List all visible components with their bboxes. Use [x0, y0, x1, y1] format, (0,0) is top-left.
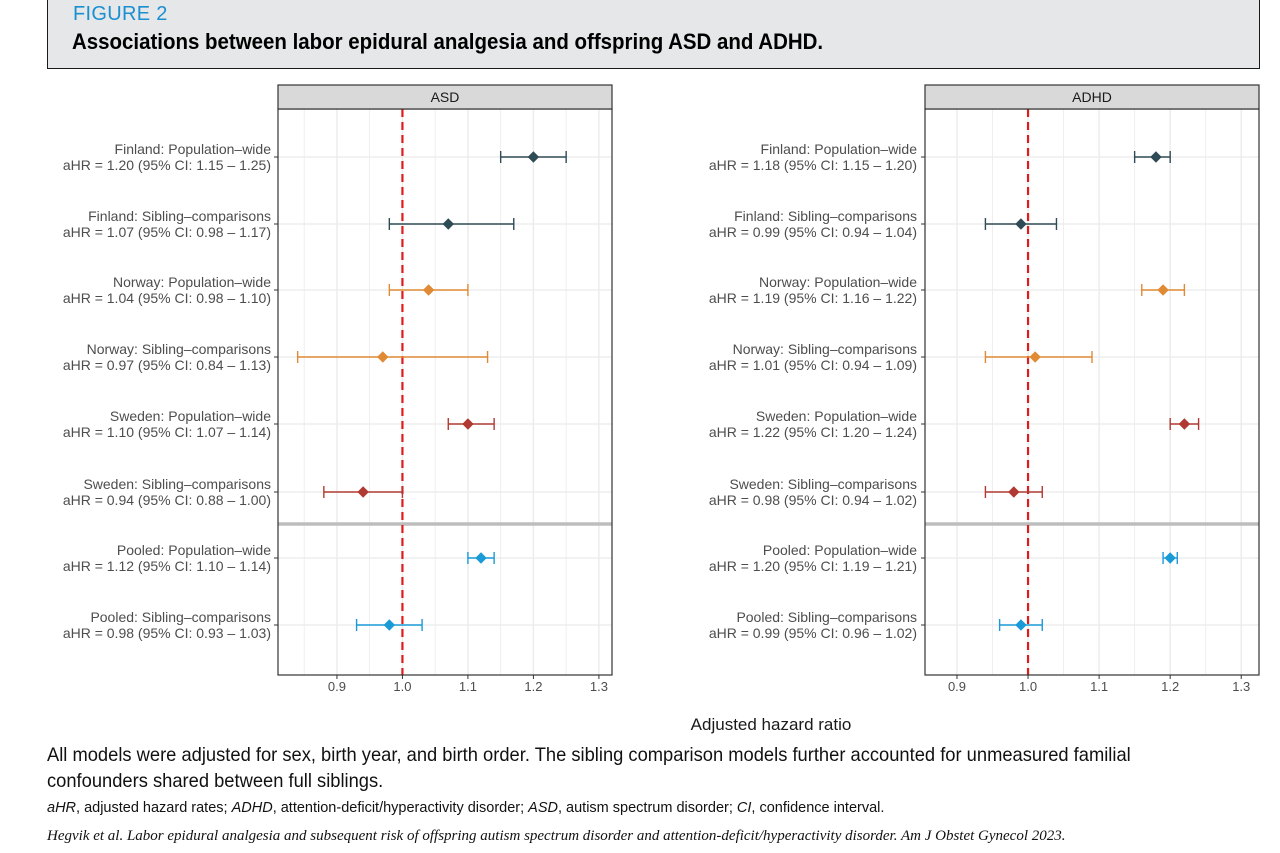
- point-estimate: [377, 351, 389, 363]
- row-stat: aHR = 1.18 (95% CI: 1.15 – 1.20): [709, 157, 917, 173]
- row-label: Sweden: Sibling–comparisons: [729, 476, 917, 492]
- point-estimate: [527, 151, 540, 163]
- x-tick-label: 1.1: [459, 679, 477, 694]
- point-estimate: [1164, 552, 1176, 564]
- row-label: Pooled: Sibling–comparisons: [736, 609, 917, 625]
- abbreviation-term: ADHD: [231, 800, 273, 816]
- panel-title: ADHD: [1072, 89, 1112, 105]
- point-estimate: [357, 486, 369, 498]
- row-label: Sweden: Sibling–comparisons: [83, 476, 271, 492]
- row-label: Finland: Sibling–comparisons: [88, 208, 271, 224]
- point-estimate: [475, 552, 487, 564]
- x-tick-label: 1.2: [524, 679, 542, 694]
- figure-label: FIGURE 2: [73, 3, 168, 25]
- citation: Hegvik et al. Labor epidural analgesia a…: [47, 828, 1066, 844]
- point-estimate: [1157, 284, 1169, 296]
- row-stat: aHR = 1.20 (95% CI: 1.19 – 1.21): [709, 558, 917, 574]
- panel-strip: [924, 84, 1260, 110]
- figure-title: Associations between labor epidural anal…: [72, 29, 824, 54]
- row-stat: aHR = 0.98 (95% CI: 0.93 – 1.03): [63, 625, 271, 641]
- row-label: Norway: Population–wide: [113, 274, 271, 290]
- x-tick-label: 1.3: [1232, 679, 1250, 694]
- row-stat: aHR = 1.04 (95% CI: 0.98 – 1.10): [63, 290, 271, 306]
- x-tick-label: 1.2: [1161, 679, 1179, 694]
- row-stat: aHR = 1.01 (95% CI: 0.94 – 1.09): [709, 357, 917, 373]
- row-label: Sweden: Population–wide: [756, 408, 917, 424]
- x-tick-label: 1.1: [1090, 679, 1108, 694]
- row-label: Sweden: Population–wide: [110, 408, 271, 424]
- point-estimate: [1015, 619, 1027, 631]
- plot-area: [925, 109, 1259, 675]
- point-estimate: [1008, 486, 1020, 498]
- panel-strip: [277, 84, 613, 110]
- row-label: Finland: Sibling–comparisons: [734, 208, 917, 224]
- row-stat: aHR = 1.10 (95% CI: 1.07 – 1.14): [63, 424, 271, 440]
- row-label: Norway: Population–wide: [759, 274, 917, 290]
- panel-title: ASD: [431, 89, 460, 105]
- point-estimate: [462, 418, 474, 430]
- row-stat: aHR = 0.97 (95% CI: 0.84 – 1.13): [63, 357, 271, 373]
- point-estimate: [422, 284, 435, 296]
- row-label: Pooled: Sibling–comparisons: [90, 609, 271, 625]
- row-stat: aHR = 1.20 (95% CI: 1.15 – 1.25): [63, 157, 271, 173]
- row-stat: aHR = 0.98 (95% CI: 0.94 – 1.02): [709, 492, 917, 508]
- forest-plot: ASD 0.9 1.0 1.1 1.2 1.3 Finland: Population–wi…: [63, 84, 1260, 734]
- x-tick-label: 1.0: [393, 679, 411, 694]
- abbreviation-definition: , confidence interval.: [751, 800, 885, 816]
- x-axis-label: Adjusted hazard ratio: [691, 715, 852, 734]
- point-estimate: [1150, 151, 1162, 163]
- point-estimate: [1015, 218, 1027, 230]
- row-stat: aHR = 0.99 (95% CI: 0.96 – 1.02): [709, 625, 917, 641]
- row-stat: aHR = 1.07 (95% CI: 0.98 – 1.17): [63, 224, 271, 240]
- point-estimate: [1029, 351, 1041, 363]
- abbreviation-definition: , attention-deficit/hyperactivity disord…: [272, 800, 529, 816]
- panel-asd: ASD 0.9 1.0 1.1 1.2 1.3 Finland: Population–wi…: [63, 84, 613, 694]
- row-stat: aHR = 0.94 (95% CI: 0.88 – 1.00): [63, 492, 271, 508]
- row-label: Finland: Population–wide: [115, 141, 272, 157]
- row-label: Norway: Sibling–comparisons: [87, 341, 271, 357]
- abbreviation-term: ASD: [528, 800, 558, 816]
- x-tick-label: 1.0: [1019, 679, 1037, 694]
- abbreviation-definition: , autism spectrum disorder;: [558, 800, 737, 816]
- point-estimate: [383, 619, 396, 631]
- row-label: Finland: Population–wide: [761, 141, 918, 157]
- figure-header: FIGURE 2 Associations between labor epid…: [47, 0, 1260, 69]
- point-estimate: [1178, 418, 1191, 430]
- row-stat: aHR = 0.99 (95% CI: 0.94 – 1.04): [709, 224, 917, 240]
- row-stat: aHR = 1.22 (95% CI: 1.20 – 1.24): [709, 424, 917, 440]
- abbreviation-term: aHR: [47, 800, 77, 816]
- x-tick-label: 0.9: [328, 679, 346, 694]
- x-tick-label: 0.9: [948, 679, 966, 694]
- row-stat: aHR = 1.12 (95% CI: 1.10 – 1.14): [63, 558, 271, 574]
- figure-caption: All models were adjusted for sex, birth …: [47, 744, 1131, 792]
- abbreviation-definition: , adjusted hazard rates;: [76, 800, 232, 816]
- row-label: Pooled: Population–wide: [763, 542, 917, 558]
- point-estimate: [442, 218, 454, 230]
- abbreviation-term: CI: [736, 800, 752, 816]
- x-tick-label: 1.3: [590, 679, 608, 694]
- row-label: Norway: Sibling–comparisons: [733, 341, 917, 357]
- row-stat: aHR = 1.19 (95% CI: 1.16 – 1.22): [709, 290, 917, 306]
- panel-adhd: ADHD 0.9 1.0 1.1 1.2 1.3 Finland: Population–w…: [709, 84, 1260, 694]
- row-label: Pooled: Population–wide: [117, 542, 271, 558]
- plot-area: [278, 109, 612, 675]
- abbreviations-note: aHR, adjusted hazard rates; ADHD, attent…: [47, 800, 884, 816]
